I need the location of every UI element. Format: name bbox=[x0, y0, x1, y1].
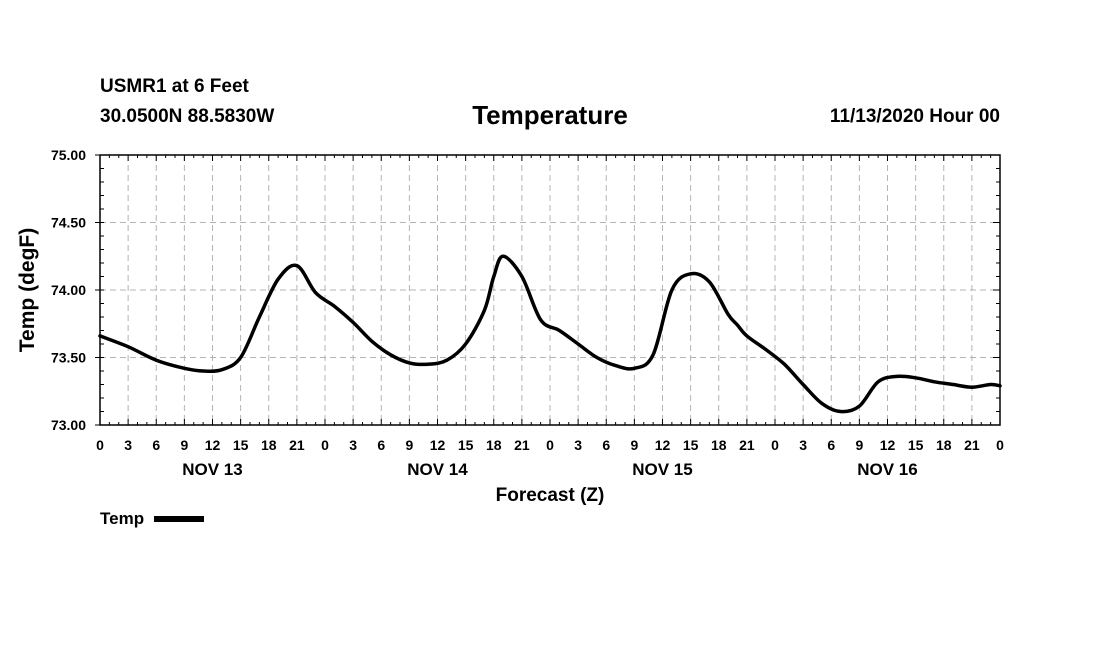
x-tick-label: 18 bbox=[486, 437, 502, 453]
day-label: NOV 15 bbox=[632, 460, 692, 479]
station-label: USMR1 at 6 Feet bbox=[100, 76, 249, 97]
y-tick-label: 74.50 bbox=[51, 215, 86, 231]
legend-swatch-temp bbox=[154, 516, 205, 522]
legend: Temp bbox=[100, 509, 205, 529]
x-tick-label: 15 bbox=[908, 437, 924, 453]
x-tick-label: 12 bbox=[880, 437, 896, 453]
x-tick-label: 18 bbox=[261, 437, 277, 453]
x-tick-label: 21 bbox=[289, 437, 305, 453]
day-label: NOV 16 bbox=[857, 460, 917, 479]
x-tick-label: 12 bbox=[205, 437, 221, 453]
x-tick-label: 9 bbox=[405, 437, 413, 453]
x-tick-label: 21 bbox=[964, 437, 980, 453]
x-tick-label: 15 bbox=[233, 437, 249, 453]
x-tick-label: 3 bbox=[574, 437, 582, 453]
x-tick-label: 3 bbox=[349, 437, 357, 453]
chart-title: Temperature bbox=[472, 100, 628, 130]
x-tick-label: 9 bbox=[855, 437, 863, 453]
x-tick-label: 18 bbox=[711, 437, 727, 453]
x-tick-label: 0 bbox=[771, 437, 779, 453]
y-tick-label: 75.00 bbox=[51, 147, 86, 163]
axis-labels: 0 3 6 9 12 15 18 21 0 3 6 9 12 15 18 21 0 3 6 9 12 15 18 21 0 3 6 9… bbox=[16, 147, 1004, 506]
x-tick-label: 3 bbox=[799, 437, 807, 453]
x-tick-label: 6 bbox=[827, 437, 835, 453]
x-tick-label: 9 bbox=[630, 437, 638, 453]
grid bbox=[100, 155, 1000, 425]
day-label: NOV 14 bbox=[407, 460, 468, 479]
day-label: NOV 13 bbox=[182, 460, 242, 479]
y-tick-label: 74.00 bbox=[51, 282, 86, 298]
y-tick-label: 73.50 bbox=[51, 350, 86, 366]
x-tick-label: 0 bbox=[546, 437, 554, 453]
x-tick-label: 0 bbox=[996, 437, 1004, 453]
x-tick-label: 0 bbox=[321, 437, 329, 453]
x-tick-label: 15 bbox=[683, 437, 699, 453]
x-tick-label: 12 bbox=[655, 437, 671, 453]
x-tick-label: 12 bbox=[430, 437, 446, 453]
x-tick-label: 21 bbox=[739, 437, 755, 453]
x-tick-label: 9 bbox=[180, 437, 188, 453]
x-tick-label: 6 bbox=[377, 437, 385, 453]
x-tick-label: 18 bbox=[936, 437, 952, 453]
x-tick-label: 3 bbox=[124, 437, 132, 453]
x-axis-title: Forecast (Z) bbox=[496, 485, 605, 506]
station-coordinates: 30.0500N 88.5830W bbox=[100, 106, 275, 127]
axis-ticks bbox=[95, 154, 1001, 426]
forecast-datetime: 11/13/2020 Hour 00 bbox=[829, 106, 1000, 127]
x-tick-label: 6 bbox=[152, 437, 160, 453]
series-line-temp bbox=[98, 254, 1002, 414]
y-tick-label: 73.00 bbox=[51, 417, 86, 433]
x-tick-label: 21 bbox=[514, 437, 530, 453]
legend-label: Temp bbox=[100, 509, 145, 528]
x-tick-label: 6 bbox=[602, 437, 610, 453]
x-tick-label: 0 bbox=[96, 437, 104, 453]
y-axis-title: Temp (degF) bbox=[16, 228, 39, 352]
x-tick-label: 15 bbox=[458, 437, 474, 453]
